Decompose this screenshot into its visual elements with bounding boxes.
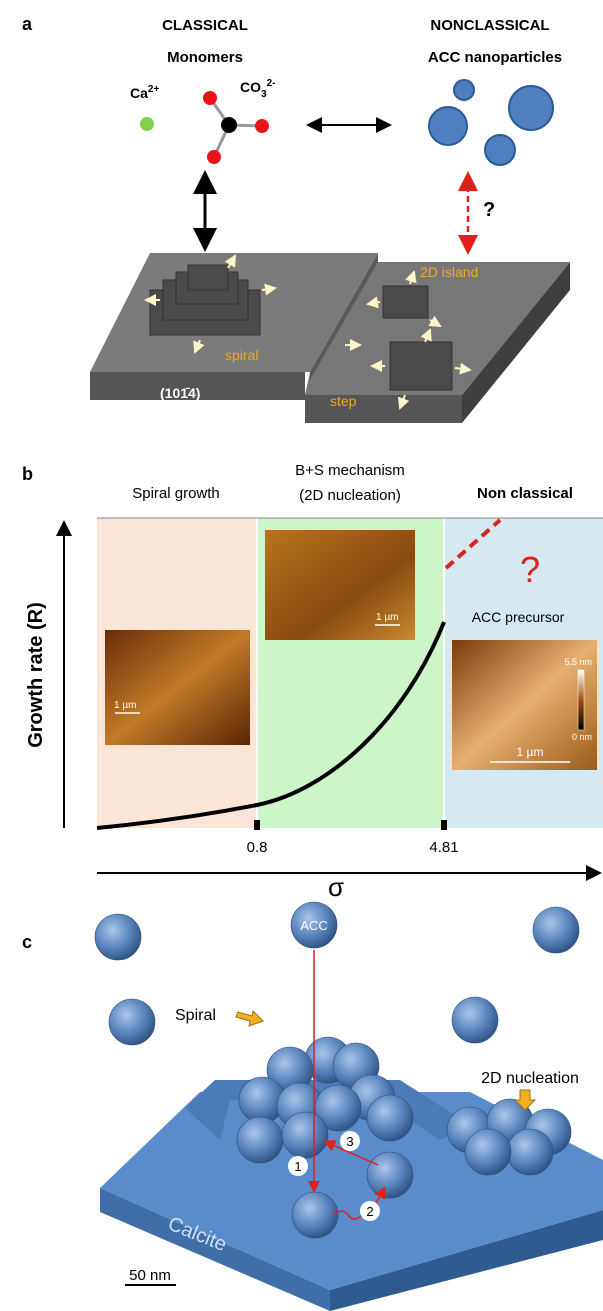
region-title: (2D nucleation) [299, 487, 401, 504]
panel-label: b [22, 464, 33, 484]
tick-label: 4.81 [429, 839, 458, 856]
scale-label: 0 nm [572, 732, 592, 742]
tick [441, 820, 447, 830]
scale-label: 50 nm [129, 1267, 171, 1284]
face-label: (101̄4) [160, 385, 200, 401]
step-label: 2 [366, 1204, 373, 1219]
acc-sphere [282, 1112, 328, 1158]
acc-sphere [367, 1152, 413, 1198]
region-title: Non classical [477, 485, 573, 502]
figure: a CLASSICAL Monomers Ca2+ CO32- NONCLASS… [0, 0, 603, 1311]
acc-sphere [367, 1095, 413, 1141]
acc-sphere [237, 1117, 283, 1163]
question: ? [520, 549, 540, 590]
scale-label: 1 µm [114, 700, 136, 711]
annotation: spiral [225, 347, 258, 363]
tick [254, 820, 260, 830]
panel-label: c [22, 932, 32, 952]
subheading: Monomers [167, 49, 243, 66]
height-bar [578, 670, 584, 730]
annotation: 2D nucleation [481, 1070, 579, 1087]
afm-image [105, 630, 250, 745]
ion-label: CO32- [240, 78, 275, 100]
tick-label: 0.8 [247, 839, 268, 856]
sphere-label: ACC [300, 918, 327, 933]
annotation: Spiral [175, 1007, 216, 1024]
scale-label: 5.5 nm [564, 657, 592, 667]
y-axis-label: Growth rate (R) [25, 602, 47, 748]
acc-sphere [95, 914, 141, 960]
acc-sphere [109, 999, 155, 1045]
pointer [236, 1011, 263, 1026]
afm-image [265, 530, 415, 640]
acc-sphere [452, 997, 498, 1043]
acc-sphere [465, 1129, 511, 1175]
calcium-ion [140, 117, 154, 131]
step-label: 3 [346, 1134, 353, 1149]
panel-label: a [22, 14, 33, 34]
nanoparticles [429, 80, 553, 165]
acc-sphere [292, 1192, 338, 1238]
heading: NONCLASSICAL [430, 17, 549, 34]
question: ? [483, 199, 495, 221]
region-title: Spiral growth [132, 485, 220, 502]
acc-sphere [533, 907, 579, 953]
heading: CLASSICAL [162, 17, 248, 34]
x-axis-label: σ [328, 872, 344, 902]
step-label: 1 [294, 1159, 301, 1174]
panel-a: a CLASSICAL Monomers Ca2+ CO32- NONCLASS… [22, 14, 570, 423]
acc-sphere [507, 1129, 553, 1175]
panel-b: b Spiral growth B+S mechanism (2D nuclea… [22, 462, 603, 902]
carbonate [203, 91, 269, 164]
ion-label: Ca2+ [130, 84, 159, 101]
annotation: ACC precursor [472, 609, 565, 625]
subheading: ACC nanoparticles [428, 49, 562, 66]
scale-label: 1 µm [376, 612, 398, 623]
annotation: 2D island [420, 264, 478, 280]
annotation: step [330, 393, 357, 409]
region-title: B+S mechanism [295, 462, 405, 479]
scale-label: 1 µm [517, 745, 544, 759]
